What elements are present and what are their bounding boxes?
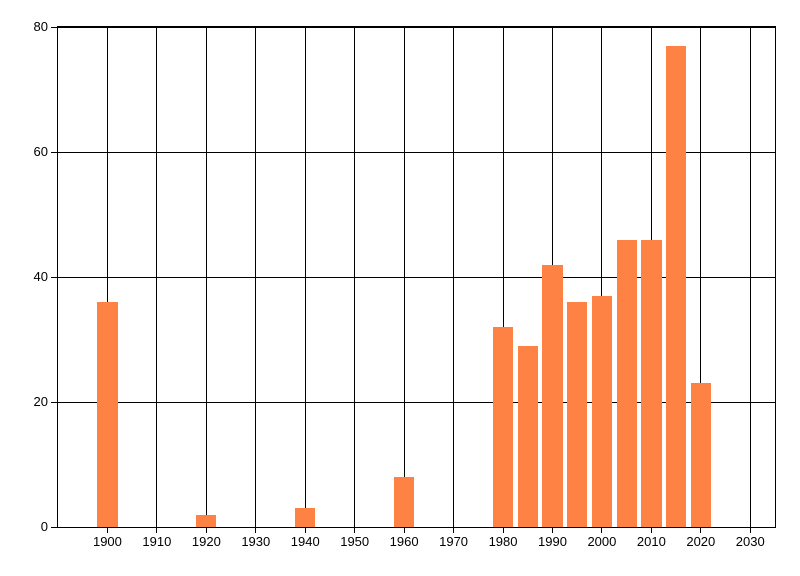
y-tick-mark-0 <box>51 526 57 528</box>
x-tick-mark-1970 <box>453 528 455 533</box>
bar-1980 <box>492 327 514 527</box>
y-tick-label-20: 20 <box>33 394 48 409</box>
bar-1985 <box>517 345 538 527</box>
y-tick-label-60: 60 <box>33 144 48 159</box>
bar-2000 <box>591 295 613 527</box>
y-tick-mark-20 <box>51 401 57 403</box>
y-tick-mark-80 <box>51 26 57 28</box>
x-tick-label-2010: 2010 <box>636 534 666 549</box>
x-tick-mark-1960 <box>403 528 405 533</box>
x-tick-mark-2010 <box>650 528 652 533</box>
x-tick-mark-2020 <box>700 528 702 533</box>
bar-2020 <box>690 383 711 527</box>
bar-2015 <box>665 45 687 527</box>
x-tick-label-1960: 1960 <box>389 534 419 549</box>
bar-2010 <box>641 239 662 527</box>
bar-1960 <box>394 477 415 527</box>
x-tick-label-1980: 1980 <box>488 534 518 549</box>
x-tick-label-1900: 1900 <box>92 534 122 549</box>
x-tick-mark-1900 <box>106 528 108 533</box>
horizontal-gridline-60 <box>58 151 775 153</box>
x-tick-mark-1910 <box>156 528 158 533</box>
x-tick-label-2020: 2020 <box>686 534 716 549</box>
x-tick-label-1970: 1970 <box>439 534 469 549</box>
x-tick-mark-1920 <box>205 528 207 533</box>
x-tick-mark-1950 <box>354 528 356 533</box>
bar-1995 <box>567 302 588 527</box>
horizontal-gridline-20 <box>58 401 775 403</box>
horizontal-gridline-80 <box>58 26 775 28</box>
bar-1990 <box>542 264 563 527</box>
horizontal-gridline-40 <box>58 276 775 278</box>
y-tick-mark-40 <box>51 276 57 278</box>
bar-1940 <box>295 508 316 527</box>
y-tick-label-80: 80 <box>33 19 48 34</box>
x-tick-mark-1930 <box>255 528 257 533</box>
bar-2005 <box>616 239 637 527</box>
x-tick-label-2000: 2000 <box>587 534 617 549</box>
y-tick-mark-60 <box>51 151 57 153</box>
bar-1920 <box>196 514 217 527</box>
bar-1900 <box>97 302 118 527</box>
x-tick-mark-1990 <box>551 528 553 533</box>
x-tick-label-1950: 1950 <box>340 534 370 549</box>
x-tick-mark-2030 <box>749 528 751 533</box>
plot-area <box>57 26 776 528</box>
y-tick-label-40: 40 <box>33 269 48 284</box>
x-tick-label-1940: 1940 <box>290 534 320 549</box>
y-tick-label-0: 0 <box>40 519 48 534</box>
x-tick-mark-1940 <box>304 528 306 533</box>
x-tick-label-2030: 2030 <box>735 534 765 549</box>
x-tick-mark-1980 <box>502 528 504 533</box>
x-tick-label-1920: 1920 <box>191 534 221 549</box>
x-tick-mark-2000 <box>601 528 603 533</box>
x-tick-label-1930: 1930 <box>241 534 271 549</box>
x-tick-label-1990: 1990 <box>538 534 567 549</box>
x-tick-label-1910: 1910 <box>142 534 172 549</box>
